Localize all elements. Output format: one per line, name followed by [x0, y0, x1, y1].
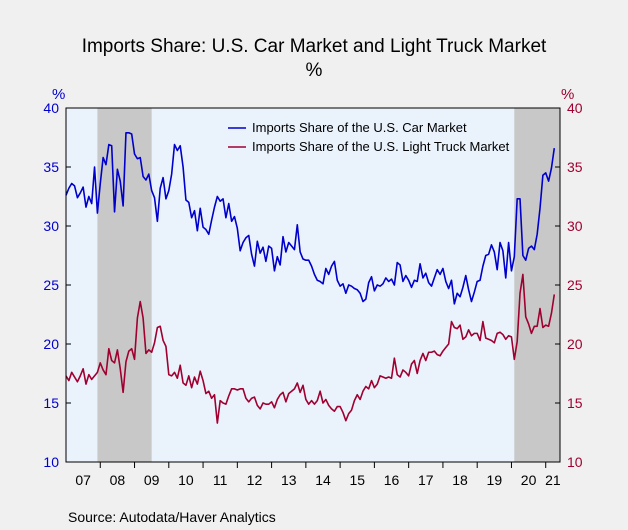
x-tick-label: 11 [213, 472, 228, 488]
x-tick-label: 09 [144, 472, 160, 488]
source-note: Source: Autodata/Haver Analytics [68, 509, 276, 525]
x-tick-label: 12 [247, 472, 263, 488]
right-axis: 10 15 20 25 30 35 40 [555, 100, 583, 470]
right-tick-label: 35 [567, 159, 583, 175]
right-tick-label: 25 [567, 277, 583, 293]
right-tick-label: 10 [567, 454, 583, 470]
x-tick-label: 10 [178, 472, 194, 488]
left-tick-label: 40 [43, 100, 59, 116]
x-tick-label: 15 [349, 472, 365, 488]
x-tick-label: 14 [315, 472, 331, 488]
x-axis: 07 08 09 10 11 12 13 14 15 16 17 18 19 20 21 [75, 462, 561, 488]
series-lines [65, 131, 556, 424]
chart-title: Imports Share: U.S. Car Market and Light… [82, 36, 547, 57]
x-tick-label: 08 [110, 472, 126, 488]
left-tick-label: 10 [43, 454, 59, 470]
right-tick-label: 30 [567, 218, 583, 234]
chart-subtitle: % [306, 60, 323, 81]
series-line-car [65, 131, 556, 305]
legend-label-truck: Imports Share of the U.S. Light Truck Ma… [252, 139, 510, 154]
left-tick-label: 15 [43, 395, 59, 411]
x-tick-label: 19 [487, 472, 503, 488]
left-axis-unit: % [52, 86, 65, 103]
right-axis-unit: % [561, 86, 574, 103]
right-tick-label: 20 [567, 336, 583, 352]
left-tick-label: 20 [43, 336, 59, 352]
x-tick-label: 20 [521, 472, 537, 488]
x-tick-label: 07 [75, 472, 91, 488]
x-tick-label: 13 [281, 472, 297, 488]
x-tick-label: 17 [418, 472, 434, 488]
right-tick-label: 40 [567, 100, 583, 116]
left-tick-label: 35 [43, 159, 59, 175]
legend-label-car: Imports Share of the U.S. Car Market [252, 120, 467, 135]
series-line-truck [65, 273, 556, 424]
right-tick-label: 15 [567, 395, 583, 411]
left-axis: 10 15 20 25 30 35 40 [43, 100, 71, 470]
left-tick-label: 25 [43, 277, 59, 293]
legend: Imports Share of the U.S. Car Market Imp… [228, 120, 510, 154]
x-tick-label: 21 [545, 472, 561, 488]
x-tick-label: 16 [384, 472, 400, 488]
x-tick-label: 18 [452, 472, 468, 488]
left-tick-label: 30 [43, 218, 59, 234]
